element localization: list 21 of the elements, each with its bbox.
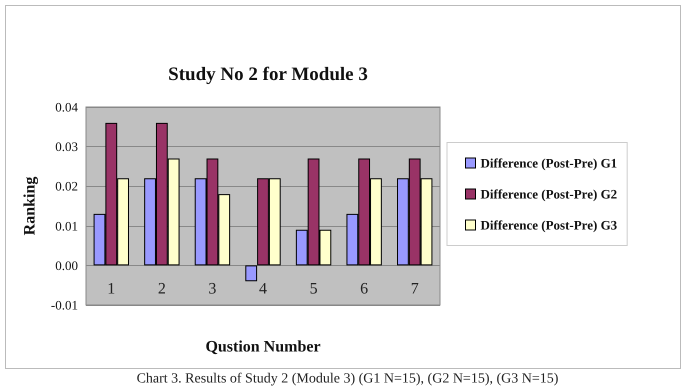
bar [245,265,258,282]
x-tick-label: 5 [310,280,318,298]
x-tick-label: 4 [259,280,267,298]
x-tick-label: 2 [158,280,166,298]
y-tick-label: 0.03 [55,139,78,154]
chart-title: Study No 2 for Module 3 [168,64,368,85]
x-tick-label: 6 [360,280,368,298]
caption: Chart 3. Results of Study 2 (Module 3) (G1 N=15), (G2 N=15), (G3 N=15) [136,372,559,386]
legend-label: Difference (Post-Pre) G3 [480,218,618,232]
x-tick-label: 7 [410,280,419,298]
y-axis-title: Ranking [22,176,38,236]
y-tick-label: 0.02 [55,178,78,194]
legend-label: Difference (Post-Pre) G2 [480,186,618,202]
legend-label: Difference (Post-Pre) G1 [480,156,618,170]
x-tick-label: 3 [208,280,216,298]
y-tick-label: 0.00 [55,258,78,273]
x-tick-label: 1 [107,280,116,298]
y-tick-label: 0.04 [55,100,78,114]
x-axis-title: Qustion Number [205,338,321,356]
y-tick-label: -0.01 [50,298,78,312]
y-tick-label: 0.01 [55,218,78,234]
